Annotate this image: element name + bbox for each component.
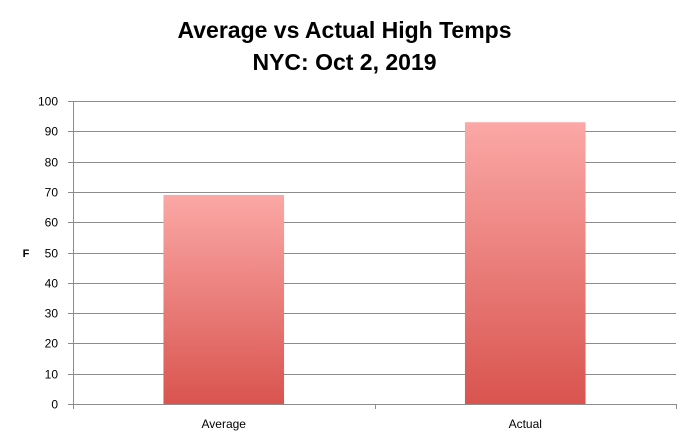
y-tick-label: 50 — [45, 247, 59, 261]
y-tick-label: 40 — [45, 277, 59, 291]
y-tick-label: 60 — [45, 216, 59, 230]
bar-average — [163, 194, 285, 404]
x-tick-label: Actual — [509, 417, 542, 431]
bar-actual — [464, 122, 586, 405]
chart-title-line-2: NYC: Oct 2, 2019 — [252, 49, 437, 75]
axes — [68, 101, 677, 409]
y-tick-label: 30 — [45, 307, 59, 321]
chart-title-line-1: Average vs Actual High Temps — [177, 17, 512, 43]
labels: 0 10 20 30 40 50 60 70 80 90 100 Average Actual — [38, 95, 542, 432]
y-tick-label: 0 — [51, 398, 58, 412]
x-tick-label: Average — [202, 417, 247, 431]
y-tick-label: 80 — [45, 156, 59, 170]
y-tick-label: 20 — [45, 337, 59, 351]
y-axis-label: F — [23, 248, 30, 260]
y-tick-label: 90 — [45, 125, 59, 139]
y-tick-label: 100 — [38, 95, 58, 109]
y-tick-label: 70 — [45, 186, 59, 200]
bars — [163, 122, 586, 405]
y-tick-label: 10 — [45, 368, 59, 382]
chart-title: Average vs Actual High Temps NYC: Oct 2,… — [0, 14, 689, 78]
